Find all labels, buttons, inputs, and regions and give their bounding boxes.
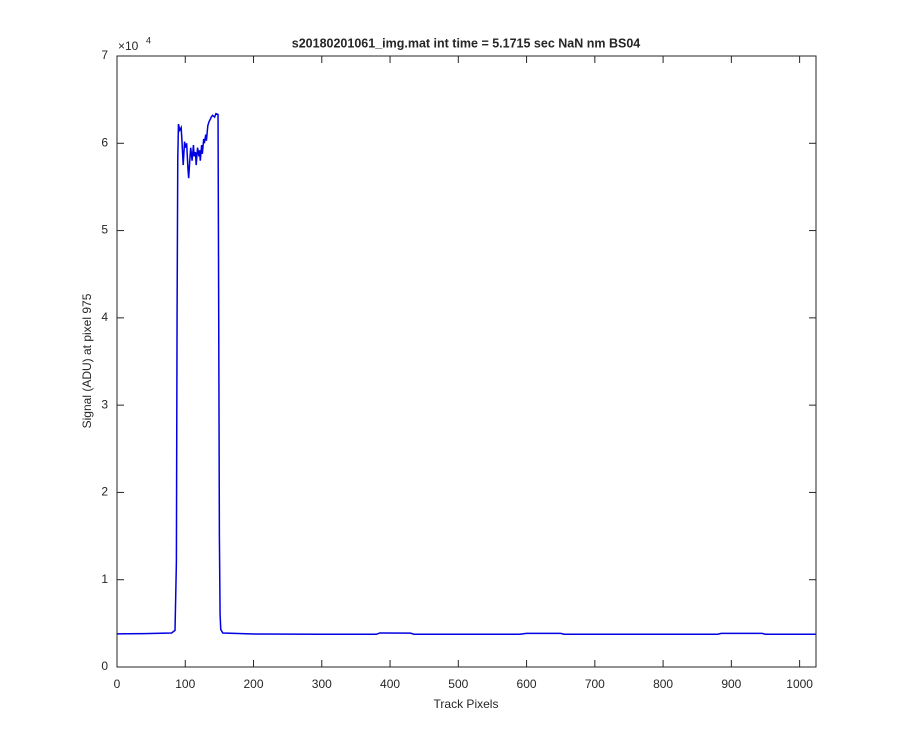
y-exponent-power: 4 [146,35,151,45]
y-tick-label: 7 [101,48,108,62]
x-tick-label: 400 [380,677,400,691]
x-tick-label: 900 [721,677,741,691]
x-tick-label: 100 [175,677,195,691]
x-tick-label: 1000 [786,677,813,691]
y-tick-label: 6 [101,135,108,149]
x-tick-label: 600 [517,677,537,691]
y-tick-label: 4 [101,310,108,324]
x-tick-label: 700 [585,677,605,691]
y-tick-label: 5 [101,223,108,237]
y-tick-label: 2 [101,485,108,499]
chart-title: s20180201061_img.mat int time = 5.1715 s… [292,36,641,50]
x-tick-label: 0 [114,677,121,691]
y-tick-label: 3 [101,397,108,411]
y-axis-label: Signal (ADU) at pixel 975 [80,293,94,428]
y-tick-label: 1 [101,572,108,586]
x-tick-label: 300 [312,677,332,691]
y-exponent-base: ×10 [118,39,139,53]
axes-box [116,55,817,668]
data-line [116,112,816,636]
x-tick-label: 200 [244,677,264,691]
y-tick-label: 0 [101,659,108,673]
x-tick-label: 500 [448,677,468,691]
x-tick-label: 800 [653,677,673,691]
x-axis-label: Track Pixels [434,697,499,711]
